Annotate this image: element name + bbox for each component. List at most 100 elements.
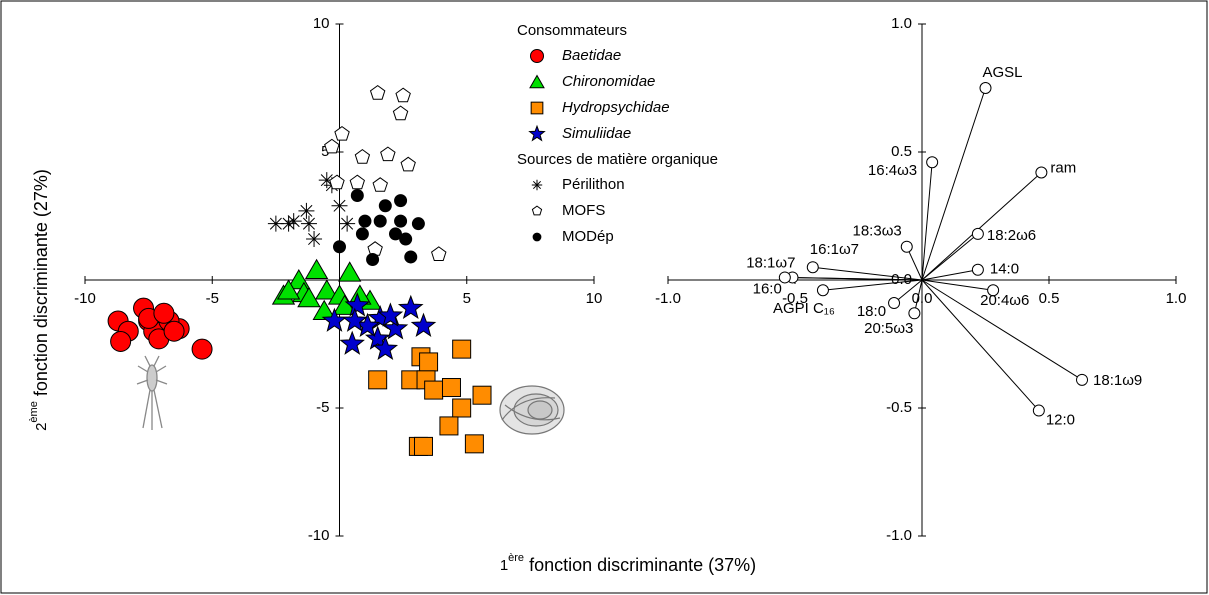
y-axis-title-part: 2: [33, 423, 50, 431]
loading-vector: [921, 162, 933, 281]
x-tick-label: -0.5: [782, 290, 808, 307]
legend-marker: [528, 124, 546, 142]
legend-label: MODép: [562, 228, 614, 245]
point: [298, 202, 315, 219]
point: [410, 312, 437, 337]
point: [334, 125, 350, 141]
point: [392, 105, 409, 121]
point: [358, 214, 372, 228]
point: [472, 385, 492, 405]
loading-label: AGSL: [983, 64, 1023, 81]
legend-label: Hydropsychidae: [562, 99, 670, 116]
legend-label: Simuliidae: [562, 125, 631, 142]
point: [424, 380, 444, 400]
x-axis-title-part: ère: [508, 552, 524, 564]
loading-vector: [921, 279, 994, 291]
point: [267, 215, 284, 232]
x-tick-label: -10: [74, 290, 96, 307]
loading-point: [900, 240, 913, 253]
legend-title: Sources de matière organique: [517, 151, 718, 168]
point: [464, 434, 484, 454]
x-axis-title-part: 1: [500, 557, 508, 574]
legend-marker: [532, 232, 542, 242]
point: [191, 338, 213, 360]
legend-marker: [531, 179, 543, 191]
point: [339, 330, 365, 355]
loading-point: [1076, 373, 1089, 386]
point: [419, 352, 439, 372]
loading-point: [926, 156, 939, 169]
hydropsychidae-icon: [499, 385, 565, 435]
y-axis-title: 2ème fonction discriminante (27%): [28, 169, 51, 431]
loading-label: 18:2ω6: [987, 227, 1036, 244]
loading-point: [971, 263, 984, 276]
point: [349, 174, 365, 190]
point: [380, 146, 396, 162]
point: [372, 335, 399, 360]
y-tick-label: 0.5: [891, 143, 912, 160]
point: [366, 253, 380, 267]
point: [373, 214, 387, 228]
x-tick-label: 0.0: [912, 290, 933, 307]
baetidae-icon: [136, 355, 168, 430]
loading-point: [979, 82, 992, 94]
y-tick-label: -5: [316, 399, 329, 416]
loading-label: 18:1ω7: [746, 254, 795, 271]
loading-vector: [906, 246, 923, 281]
point: [342, 307, 368, 332]
point: [364, 325, 391, 350]
loading-point: [908, 307, 921, 320]
point: [324, 138, 340, 154]
y-axis-title-part: ème: [28, 401, 40, 422]
loading-label: 18:0: [857, 303, 886, 320]
point: [297, 286, 321, 308]
legend-label: MOFS: [562, 202, 605, 219]
loading-vector: [921, 279, 1083, 381]
loading-point: [1035, 166, 1048, 179]
point: [331, 197, 348, 214]
legend-marker: [529, 74, 545, 89]
x-axis-title: 1ère fonction discriminante (37%): [500, 552, 756, 575]
point: [439, 416, 459, 436]
loading-vector: [822, 279, 923, 291]
point: [329, 174, 345, 190]
loading-label: 20:4ω6: [980, 292, 1029, 309]
point: [394, 194, 408, 208]
loading-label: 12:0: [1046, 412, 1075, 429]
point: [411, 217, 425, 231]
legend-marker: [530, 49, 544, 63]
point: [413, 436, 433, 456]
y-tick-label: 10: [313, 15, 330, 32]
x-tick-label: -5: [206, 290, 219, 307]
loading-label: 18:3ω3: [853, 223, 902, 240]
point: [110, 330, 132, 352]
x-tick-label: 10: [586, 290, 603, 307]
point: [276, 279, 301, 300]
point: [394, 214, 408, 228]
point: [312, 299, 336, 320]
point: [452, 339, 472, 359]
loading-label: 20:5ω3: [864, 320, 913, 337]
point: [350, 189, 364, 203]
loading-vector: [921, 269, 978, 281]
x-axis-title-part: fonction discriminante (37%): [529, 555, 756, 575]
legend-label: Périlithon: [562, 176, 625, 193]
point: [397, 294, 424, 320]
loading-label: AGPI C₁₆: [773, 300, 835, 317]
point: [369, 84, 386, 100]
legend-marker: [530, 101, 544, 115]
point: [280, 215, 297, 232]
loading-point: [816, 284, 829, 297]
y-axis-title-part: fonction discriminante (27%): [31, 169, 51, 396]
point: [339, 215, 356, 232]
loading-vector: [921, 233, 979, 281]
y-tick-label: -10: [308, 527, 330, 544]
y-tick-label: 5: [321, 143, 329, 160]
loading-point: [1032, 404, 1045, 417]
loading-label: 16:1ω7: [810, 241, 859, 258]
point: [452, 398, 472, 418]
y-tick-label: -0.5: [886, 399, 912, 416]
loading-label: 14:0: [990, 261, 1019, 278]
